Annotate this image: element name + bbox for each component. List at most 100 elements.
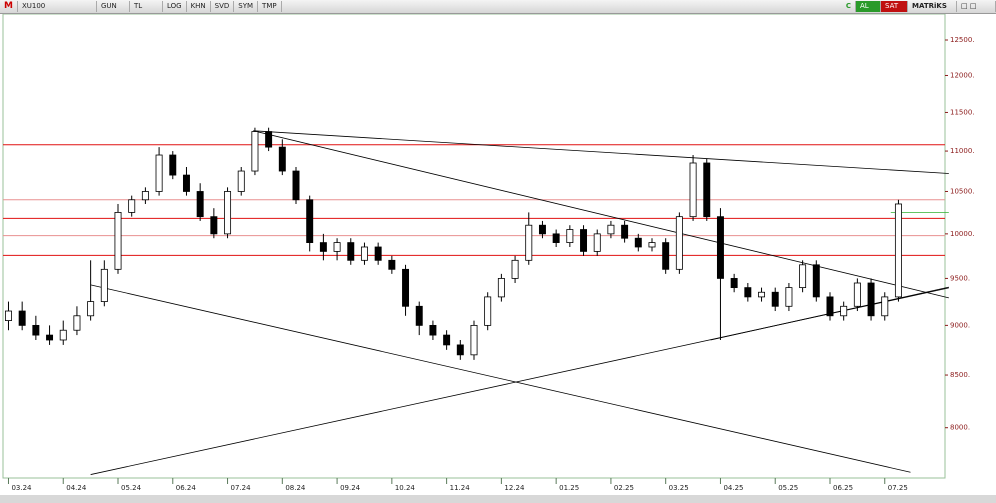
- candle-body: [429, 324, 437, 336]
- trend-line: [90, 284, 911, 473]
- y-tick-label: 8000.: [950, 424, 970, 432]
- symbol[interactable]: XU100: [18, 1, 97, 12]
- candle-body: [415, 305, 423, 326]
- candle-body: [319, 242, 327, 252]
- candle-body: [128, 199, 136, 213]
- y-tick-label: 9500.: [950, 274, 970, 282]
- trend-line: [253, 130, 949, 174]
- buy-button[interactable]: AL: [856, 1, 881, 12]
- candle-body: [703, 162, 711, 218]
- candle-body: [73, 315, 81, 331]
- candle-body: [799, 264, 807, 289]
- x-tick-label: 08.24: [285, 484, 306, 492]
- candle-body: [59, 329, 67, 341]
- candle-body: [292, 170, 300, 201]
- trend-line: [253, 130, 949, 299]
- candle-body: [607, 224, 615, 235]
- candle-body: [114, 212, 122, 270]
- candle-body: [744, 287, 752, 298]
- x-tick-label: 10.24: [395, 484, 416, 492]
- candle-body: [894, 203, 902, 298]
- candle-body: [716, 216, 724, 279]
- x-tick-label: 04.25: [723, 484, 743, 492]
- x-tick-label: 07.25: [888, 484, 908, 492]
- window-controls[interactable]: □ □: [957, 1, 996, 12]
- candle-body: [826, 296, 834, 317]
- y-tick-label: 12000.: [950, 71, 975, 79]
- candle-body: [333, 242, 341, 252]
- plot-area: [2, 14, 946, 479]
- toolbar-button[interactable]: SYM: [234, 1, 259, 12]
- candle-body: [511, 259, 519, 279]
- x-tick-label: 11.24: [450, 484, 471, 492]
- candle-body: [265, 131, 273, 148]
- x-tick-label: 01.25: [559, 484, 579, 492]
- toolbar-button[interactable]: TMP: [258, 1, 282, 12]
- toolbar-button[interactable]: TL: [130, 1, 163, 12]
- x-tick-label: 06.24: [176, 484, 197, 492]
- candle-body: [306, 199, 314, 243]
- candle-body: [141, 191, 149, 201]
- candle-body: [4, 310, 12, 321]
- sell-button[interactable]: SAT: [881, 1, 908, 12]
- candle-body: [443, 334, 451, 346]
- candle-body: [497, 278, 505, 298]
- toolbar-button[interactable]: KHN: [187, 1, 211, 12]
- chart: 8000. 8500. 9000. 9500. 10000. 10500. 11000. 11…: [0, 14, 996, 503]
- candle-body: [675, 216, 683, 270]
- y-tick-label: 11000.: [950, 147, 975, 155]
- y-tick-label: 11500.: [950, 108, 975, 116]
- x-tick-label: 06.25: [833, 484, 853, 492]
- x-tick-label: 05.25: [778, 484, 798, 492]
- toolbar-button[interactable]: C: [842, 1, 856, 12]
- scrollbar[interactable]: [0, 495, 996, 503]
- candle-body: [552, 233, 560, 243]
- y-tick-label: 9000.: [950, 321, 970, 329]
- logo: M: [0, 1, 18, 12]
- y-tick-label: 10500.: [950, 187, 975, 195]
- candle-body: [580, 229, 588, 252]
- candle-body: [251, 131, 259, 172]
- x-tick-label: 04.24: [66, 484, 87, 492]
- toolbar-button[interactable]: GUN: [97, 1, 130, 12]
- candle-body: [100, 268, 108, 302]
- candle-body: [182, 174, 190, 192]
- candle-body: [525, 224, 533, 261]
- toolbar: M XU100 GUN TL LOG KHN SVD SYM TMP C AL …: [0, 0, 996, 14]
- candle-body: [853, 282, 861, 307]
- candle-body: [538, 224, 546, 235]
- x-tick-label: 09.24: [340, 484, 361, 492]
- candle-body: [689, 162, 697, 218]
- candle-body: [648, 242, 656, 248]
- candle-body: [634, 237, 642, 248]
- candle-body: [388, 259, 396, 270]
- candle-body: [662, 242, 670, 270]
- candle-body: [593, 233, 601, 252]
- candle-body: [785, 287, 793, 307]
- toolbar-button[interactable]: LOG: [163, 1, 187, 12]
- candle-body: [470, 324, 478, 356]
- candle-body: [456, 344, 464, 356]
- x-tick-label: 05.24: [121, 484, 142, 492]
- toolbar-right: C AL SAT MATRiKS □ □: [842, 1, 996, 12]
- candle-body: [621, 224, 629, 239]
- candle-body: [566, 229, 574, 243]
- candle-body: [46, 334, 54, 341]
- x-tick-label: 03.25: [669, 484, 689, 492]
- candle-body: [32, 324, 40, 336]
- candle-body: [224, 191, 232, 235]
- x-tick-label: 07.24: [231, 484, 252, 492]
- candle-body: [360, 246, 368, 261]
- candle-body: [374, 246, 382, 261]
- candle-body: [87, 301, 95, 317]
- brand: MATRiKS: [908, 1, 957, 12]
- candle-body: [347, 242, 355, 261]
- candle-body: [840, 305, 848, 317]
- y-tick-label: 10000.: [950, 230, 975, 238]
- y-tick-label: 12500.: [950, 36, 975, 44]
- x-tick-label: 02.25: [614, 484, 634, 492]
- candle-body: [169, 154, 177, 176]
- x-tick-label: 03.24: [11, 484, 32, 492]
- toolbar-button[interactable]: SVD: [211, 1, 235, 12]
- candle-body: [237, 170, 245, 192]
